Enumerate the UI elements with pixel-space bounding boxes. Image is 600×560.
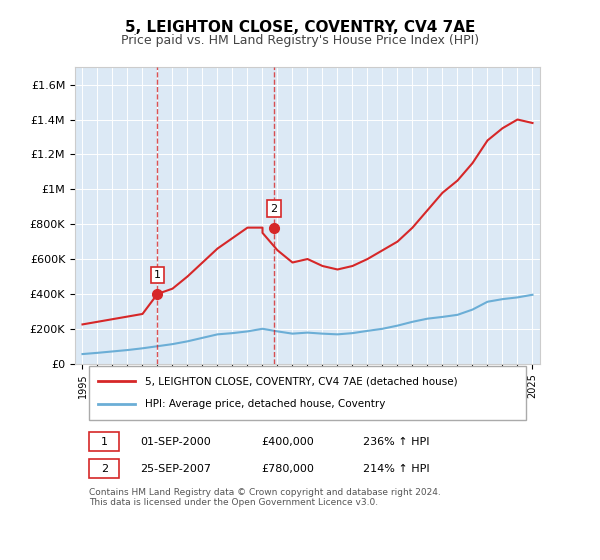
Text: 25-SEP-2007: 25-SEP-2007 bbox=[140, 464, 211, 474]
Text: Contains HM Land Registry data © Crown copyright and database right 2024.
This d: Contains HM Land Registry data © Crown c… bbox=[89, 488, 440, 507]
Text: 5, LEIGHTON CLOSE, COVENTRY, CV4 7AE (detached house): 5, LEIGHTON CLOSE, COVENTRY, CV4 7AE (de… bbox=[145, 376, 457, 386]
FancyBboxPatch shape bbox=[89, 459, 119, 478]
Text: 5, LEIGHTON CLOSE, COVENTRY, CV4 7AE: 5, LEIGHTON CLOSE, COVENTRY, CV4 7AE bbox=[125, 20, 475, 35]
Text: 01-SEP-2000: 01-SEP-2000 bbox=[140, 437, 211, 447]
Text: 236% ↑ HPI: 236% ↑ HPI bbox=[364, 437, 430, 447]
Text: 214% ↑ HPI: 214% ↑ HPI bbox=[364, 464, 430, 474]
Text: 1: 1 bbox=[101, 437, 108, 447]
FancyBboxPatch shape bbox=[89, 366, 526, 420]
Text: HPI: Average price, detached house, Coventry: HPI: Average price, detached house, Cove… bbox=[145, 399, 385, 409]
Text: 2: 2 bbox=[270, 204, 277, 214]
Text: Price paid vs. HM Land Registry's House Price Index (HPI): Price paid vs. HM Land Registry's House … bbox=[121, 34, 479, 46]
Text: £780,000: £780,000 bbox=[261, 464, 314, 474]
Text: £400,000: £400,000 bbox=[261, 437, 314, 447]
FancyBboxPatch shape bbox=[89, 432, 119, 451]
Text: 1: 1 bbox=[154, 270, 161, 280]
Text: 2: 2 bbox=[101, 464, 108, 474]
